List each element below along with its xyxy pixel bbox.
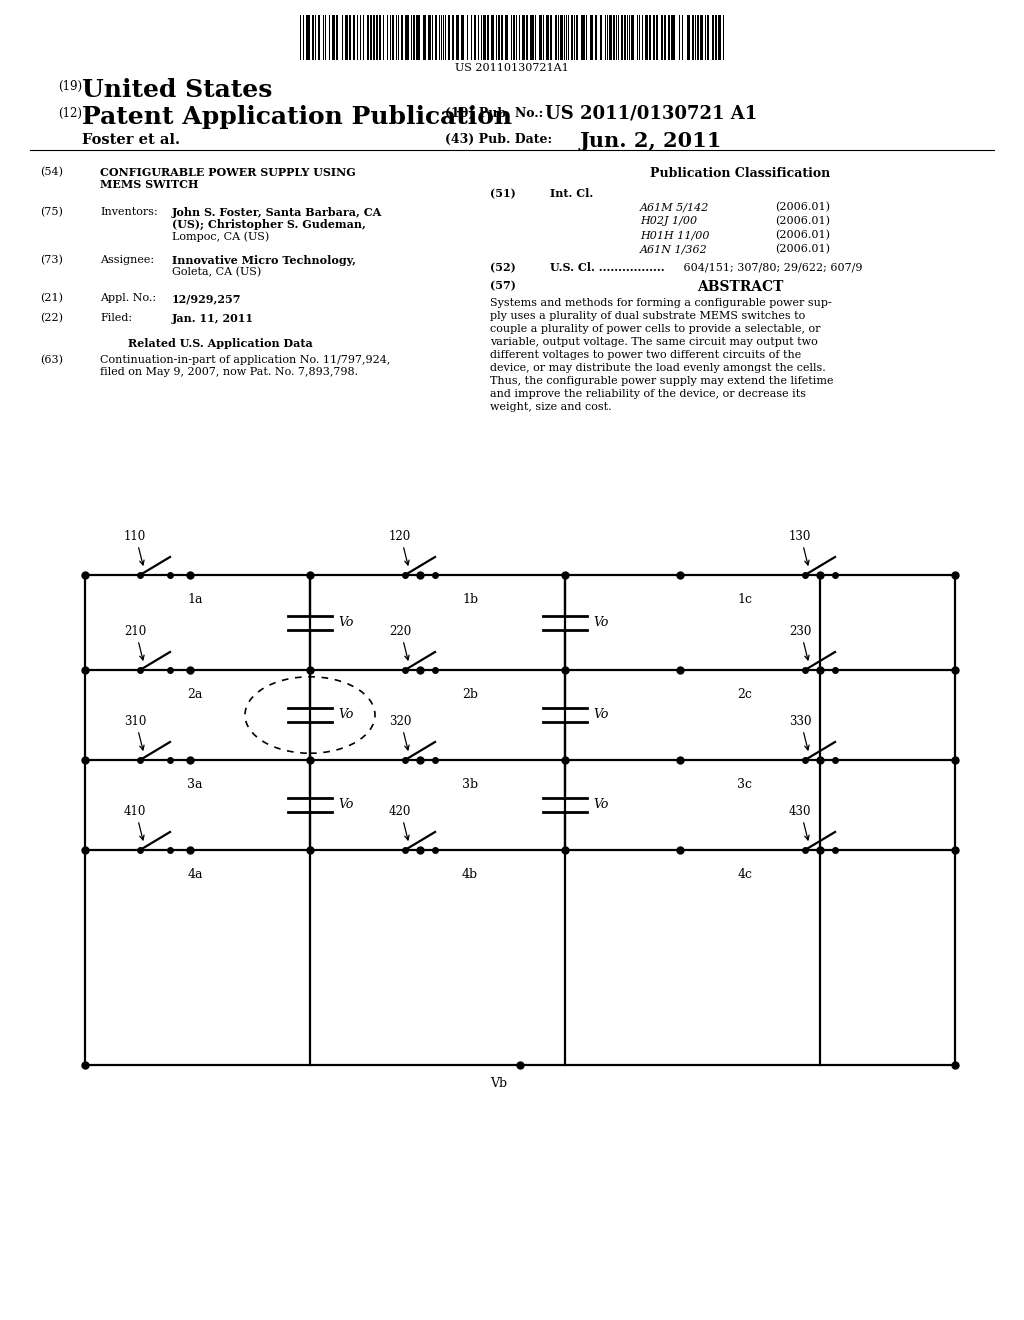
Text: (22): (22) bbox=[40, 313, 63, 323]
Text: (63): (63) bbox=[40, 355, 63, 366]
Text: 2c: 2c bbox=[737, 688, 753, 701]
Text: US 2011/0130721 A1: US 2011/0130721 A1 bbox=[545, 106, 758, 123]
Text: Thus, the configurable power supply may extend the lifetime: Thus, the configurable power supply may … bbox=[490, 376, 834, 385]
Text: 2b: 2b bbox=[462, 688, 478, 701]
Text: Publication Classification: Publication Classification bbox=[650, 168, 830, 180]
Text: (US); Christopher S. Gudeman,: (US); Christopher S. Gudeman, bbox=[172, 219, 366, 230]
Text: Lompoc, CA (US): Lompoc, CA (US) bbox=[172, 231, 269, 242]
Text: John S. Foster, Santa Barbara, CA: John S. Foster, Santa Barbara, CA bbox=[172, 207, 382, 218]
Text: 1a: 1a bbox=[187, 593, 203, 606]
Text: ply uses a plurality of dual substrate MEMS switches to: ply uses a plurality of dual substrate M… bbox=[490, 312, 805, 321]
Text: (2006.01): (2006.01) bbox=[775, 202, 830, 213]
Text: variable, output voltage. The same circuit may output two: variable, output voltage. The same circu… bbox=[490, 337, 818, 347]
Text: and improve the reliability of the device, or decrease its: and improve the reliability of the devic… bbox=[490, 389, 806, 399]
Text: Jun. 2, 2011: Jun. 2, 2011 bbox=[580, 131, 722, 150]
Text: MEMS SWITCH: MEMS SWITCH bbox=[100, 180, 199, 190]
Text: Vo: Vo bbox=[593, 616, 608, 630]
Text: H02J 1/00: H02J 1/00 bbox=[640, 216, 697, 226]
Text: 2a: 2a bbox=[187, 688, 203, 701]
Text: (2006.01): (2006.01) bbox=[775, 216, 830, 226]
Text: (21): (21) bbox=[40, 293, 63, 304]
Text: 210: 210 bbox=[124, 624, 146, 638]
Text: Vo: Vo bbox=[338, 616, 353, 630]
Text: 604/151; 307/80; 29/622; 607/9: 604/151; 307/80; 29/622; 607/9 bbox=[680, 261, 862, 272]
Text: Filed:: Filed: bbox=[100, 313, 132, 323]
Text: Innovative Micro Technology,: Innovative Micro Technology, bbox=[172, 255, 356, 267]
Text: Related U.S. Application Data: Related U.S. Application Data bbox=[128, 338, 312, 348]
Text: 110: 110 bbox=[124, 531, 146, 543]
Text: Systems and methods for forming a configurable power sup-: Systems and methods for forming a config… bbox=[490, 298, 831, 308]
Text: Jan. 11, 2011: Jan. 11, 2011 bbox=[172, 313, 254, 323]
Text: ABSTRACT: ABSTRACT bbox=[696, 280, 783, 294]
Text: United States: United States bbox=[82, 78, 272, 102]
Text: 120: 120 bbox=[389, 531, 411, 543]
Text: Int. Cl.: Int. Cl. bbox=[550, 187, 593, 199]
Text: filed on May 9, 2007, now Pat. No. 7,893,798.: filed on May 9, 2007, now Pat. No. 7,893… bbox=[100, 367, 358, 378]
Text: different voltages to power two different circuits of the: different voltages to power two differen… bbox=[490, 350, 801, 360]
Text: Assignee:: Assignee: bbox=[100, 255, 155, 265]
Text: Vo: Vo bbox=[593, 709, 608, 722]
Text: 3c: 3c bbox=[737, 777, 753, 791]
Text: A61N 1/362: A61N 1/362 bbox=[640, 244, 708, 253]
Text: (52): (52) bbox=[490, 261, 516, 273]
Text: 3a: 3a bbox=[187, 777, 203, 791]
Text: 1c: 1c bbox=[737, 593, 753, 606]
Text: 230: 230 bbox=[788, 624, 811, 638]
Text: device, or may distribute the load evenly amongst the cells.: device, or may distribute the load evenl… bbox=[490, 363, 825, 374]
Text: Goleta, CA (US): Goleta, CA (US) bbox=[172, 267, 261, 277]
Text: couple a plurality of power cells to provide a selectable, or: couple a plurality of power cells to pro… bbox=[490, 323, 820, 334]
Text: CONFIGURABLE POWER SUPPLY USING: CONFIGURABLE POWER SUPPLY USING bbox=[100, 168, 355, 178]
Text: 4c: 4c bbox=[737, 869, 753, 880]
Text: Continuation-in-part of application No. 11/797,924,: Continuation-in-part of application No. … bbox=[100, 355, 390, 366]
Text: 4b: 4b bbox=[462, 869, 478, 880]
Text: US 20110130721A1: US 20110130721A1 bbox=[455, 63, 569, 73]
Text: A61M 5/142: A61M 5/142 bbox=[640, 202, 710, 213]
Text: 320: 320 bbox=[389, 715, 412, 729]
Text: (57): (57) bbox=[490, 280, 516, 290]
Text: 310: 310 bbox=[124, 715, 146, 729]
Text: (12): (12) bbox=[58, 107, 82, 120]
Text: (19): (19) bbox=[58, 81, 82, 92]
Text: U.S. Cl. .................: U.S. Cl. ................. bbox=[550, 261, 665, 273]
Text: (2006.01): (2006.01) bbox=[775, 244, 830, 255]
Text: (73): (73) bbox=[40, 255, 62, 265]
Text: Appl. No.:: Appl. No.: bbox=[100, 293, 156, 304]
Text: 330: 330 bbox=[788, 715, 811, 729]
Text: Foster et al.: Foster et al. bbox=[82, 133, 180, 147]
Text: 430: 430 bbox=[788, 805, 811, 818]
Text: 130: 130 bbox=[788, 531, 811, 543]
Text: 4a: 4a bbox=[187, 869, 203, 880]
Text: (43) Pub. Date:: (43) Pub. Date: bbox=[445, 133, 552, 147]
Text: weight, size and cost.: weight, size and cost. bbox=[490, 403, 611, 412]
Text: 12/929,257: 12/929,257 bbox=[172, 293, 242, 304]
Text: (51): (51) bbox=[490, 187, 516, 199]
Text: H01H 11/00: H01H 11/00 bbox=[640, 230, 710, 240]
Text: Inventors:: Inventors: bbox=[100, 207, 158, 216]
Text: (75): (75) bbox=[40, 207, 62, 218]
Text: 410: 410 bbox=[124, 805, 146, 818]
Text: (10) Pub. No.:: (10) Pub. No.: bbox=[445, 107, 544, 120]
Text: Patent Application Publication: Patent Application Publication bbox=[82, 106, 512, 129]
Text: Vo: Vo bbox=[338, 799, 353, 812]
Text: (2006.01): (2006.01) bbox=[775, 230, 830, 240]
Text: Vo: Vo bbox=[338, 709, 353, 722]
Text: 420: 420 bbox=[389, 805, 412, 818]
Text: (54): (54) bbox=[40, 168, 63, 177]
Text: 1b: 1b bbox=[462, 593, 478, 606]
Text: Vo: Vo bbox=[593, 799, 608, 812]
Text: 220: 220 bbox=[389, 624, 411, 638]
Text: 3b: 3b bbox=[462, 777, 478, 791]
Text: Vb: Vb bbox=[490, 1077, 507, 1090]
